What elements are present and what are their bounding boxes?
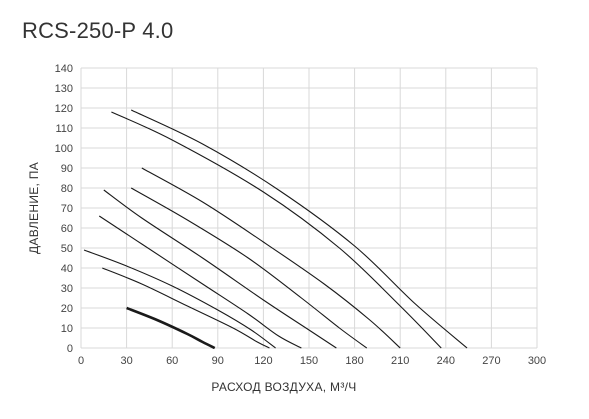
x-tick-label: 240 [437, 355, 455, 367]
y-tick-label: 30 [61, 283, 73, 295]
series-curve-6 [130, 187, 368, 349]
y-tick-label: 80 [61, 183, 73, 195]
x-tick-label: 180 [345, 355, 363, 367]
y-tick-label: 100 [55, 143, 73, 155]
x-tick-label: 300 [528, 355, 546, 367]
y-tick-label: 40 [61, 263, 73, 275]
y-tick-label: 140 [55, 63, 73, 75]
y-tick-label: 20 [61, 303, 73, 315]
series-curve-3 [83, 249, 276, 349]
series-curve-5 [103, 189, 337, 349]
y-tick-label: 0 [67, 343, 73, 355]
series-curve-2 [102, 267, 270, 349]
series-curve-9 [130, 109, 468, 349]
series-curve-8 [111, 111, 442, 349]
x-tick-label: 0 [78, 355, 84, 367]
y-tick-label: 90 [61, 163, 73, 175]
y-tick-label: 10 [61, 323, 73, 335]
tick-labels: 0 30 60 90 120 150 180 210 240 270 300 0 10 20 30 40 50 6… [55, 63, 547, 367]
y-axis-label: ДАВЛЕНИЕ, ПА [27, 162, 41, 254]
y-tick-label: 130 [55, 83, 73, 95]
series-curve-4 [98, 215, 302, 349]
x-tick-label: 120 [254, 355, 272, 367]
x-tick-label: 60 [166, 355, 178, 367]
x-tick-label: 270 [482, 355, 500, 367]
y-tick-label: 50 [61, 243, 73, 255]
x-tick-label: 90 [212, 355, 224, 367]
x-tick-label: 150 [300, 355, 318, 367]
series-curve-7 [141, 167, 401, 349]
series-curve-1 [126, 306, 216, 350]
grid [80, 67, 538, 349]
y-tick-label: 70 [61, 203, 73, 215]
y-tick-label: 60 [61, 223, 73, 235]
x-axis-label: РАСХОД ВОЗДУХА, М³/Ч [211, 380, 356, 394]
x-tick-label: 30 [120, 355, 132, 367]
series-curves [83, 109, 468, 350]
y-tick-label: 120 [55, 103, 73, 115]
x-tick-label: 210 [391, 355, 409, 367]
y-tick-label: 110 [55, 123, 73, 135]
chart-title: RCS-250-P 4.0 [22, 18, 174, 43]
